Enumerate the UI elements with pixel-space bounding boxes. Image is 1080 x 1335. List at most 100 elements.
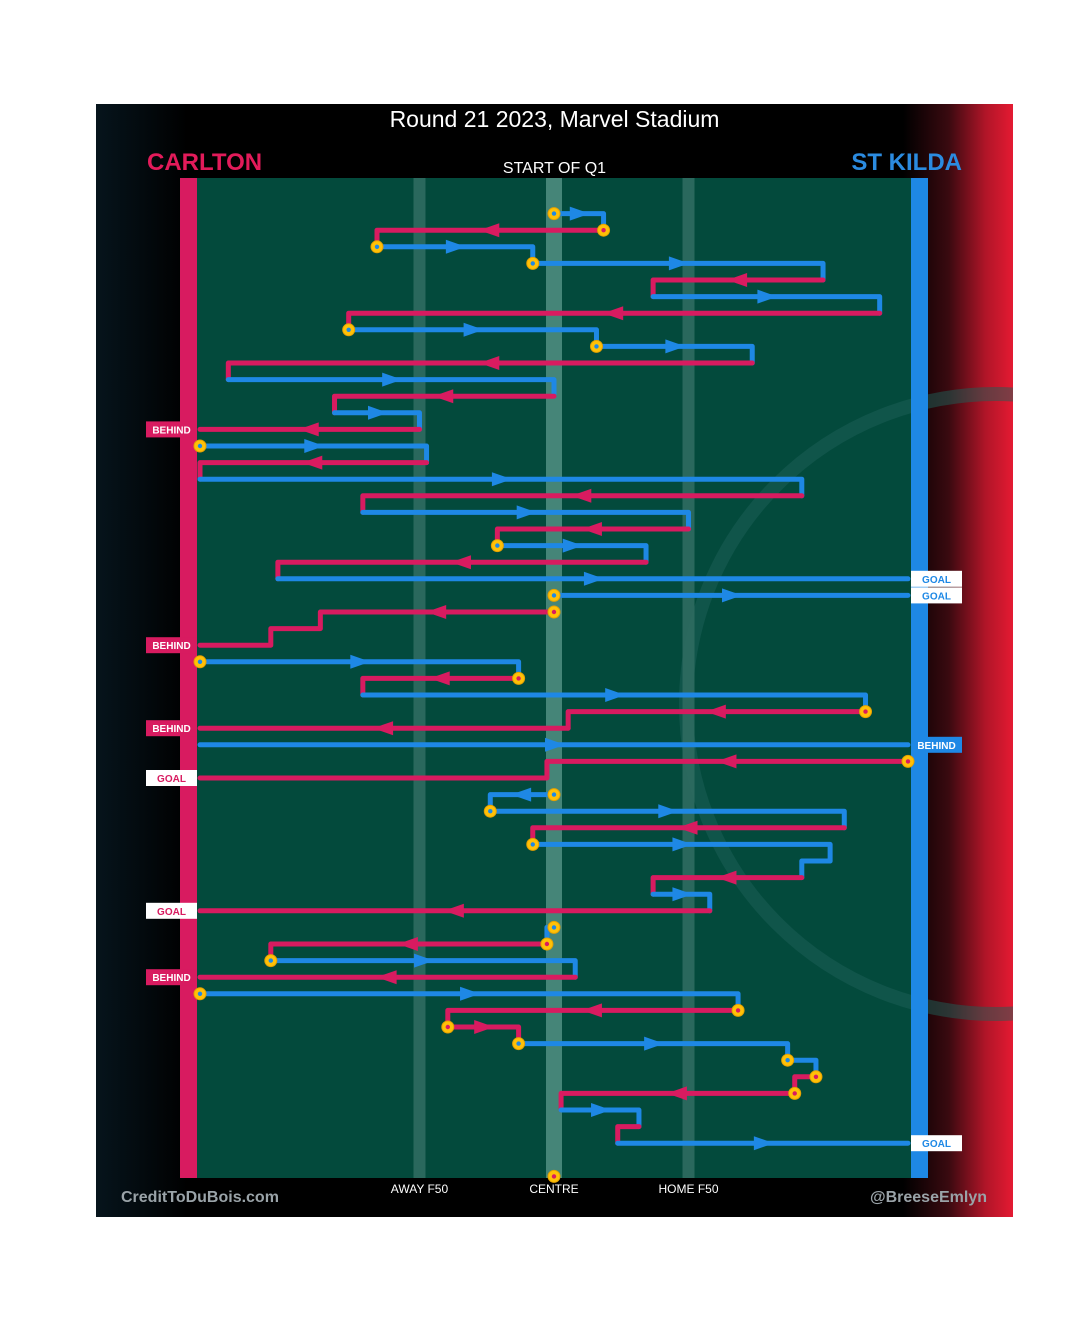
chain-arrow-18 [516,505,537,520]
chain-arrow-8 [665,339,686,354]
chain-arrow-17 [571,488,592,503]
chain-line-14 [197,443,430,466]
chain-arrow-46 [474,1020,495,1034]
score-label-22: GOAL [922,575,951,586]
chain-arrow-21 [450,555,471,570]
chain-arrow-37 [716,870,737,885]
chain-arrow-26 [429,671,450,686]
turnover-marker-dot-35 [530,842,535,847]
score-label-43: BEHIND [152,973,190,984]
carlton-goal-bar [180,178,197,1178]
score-badge-31 [146,770,197,786]
turnover-marker-dot-42 [268,958,273,963]
chain-line-37 [650,875,805,897]
chain-arrow-33 [658,804,679,819]
chain-line-28 [565,709,869,731]
turnover-marker-dot-48 [785,1058,790,1063]
chain-arrow-6 [603,306,624,321]
score-label-31: GOAL [157,774,186,785]
turnover-marker-dot-47 [516,1041,521,1046]
chain-arrow-12 [368,405,388,420]
chain-line-26 [360,675,522,698]
chain-line-24 [197,609,557,648]
chain-line-33 [487,808,847,831]
score-label-24: BEHIND [152,641,190,652]
start-label: START OF Q1 [502,160,607,177]
chain-line-16 [197,476,805,499]
chain-arrow-28 [705,704,726,719]
chain-arrow-47 [644,1036,665,1051]
chain-line-21 [275,559,649,582]
chain-line-38 [650,891,713,914]
turnover-marker-dot-44 [197,991,203,996]
chain-arrow-13 [298,422,319,437]
chain-line-3 [530,260,826,283]
chain-line-18 [360,509,692,532]
score-label-53: GOAL [922,1139,951,1150]
chain-arrow-38 [672,887,693,902]
turnover-marker-dot-0 [551,211,557,216]
chain-arrow-23 [722,588,742,603]
chain-arrow-31 [716,754,737,769]
score-badge-43 [146,969,197,986]
chain-arrow-19 [581,522,602,536]
turnover-marker-dot-20 [495,543,500,548]
chain-arrow-51 [591,1103,612,1117]
x-tick-label-0: AWAY F50 [391,1182,449,1196]
chain-line-50 [558,1090,798,1113]
chain-arrow-15 [302,455,323,470]
score-badge-30 [911,736,962,753]
turnover-marker-dot-24 [551,609,557,615]
chain-line-42 [268,958,578,980]
guide-line-2 [682,178,695,1178]
turnover-marker-dot-46 [445,1024,450,1030]
chain-line-5 [650,294,883,316]
chain-line-36 [799,858,833,881]
chain-line-35 [530,841,833,864]
chart-title: Round 21 2023, Marvel Stadium [389,106,720,132]
chain-line-4 [650,277,826,300]
score-badge-22 [911,570,962,587]
score-badge-29 [146,720,197,737]
score-label-39: GOAL [157,907,186,918]
x-tick-label-2: HOME F50 [659,1182,719,1196]
turnover-marker-dot-3 [530,261,535,266]
stkilda-goal-bar [911,178,928,1178]
chain-arrow-25 [350,654,371,669]
chain-arrow-4 [727,273,748,287]
turnover-marker-dot-45 [735,1008,741,1013]
turnover-marker-dot-2 [374,244,380,249]
turnover-marker-dot-41 [544,941,550,947]
score-badge-53 [911,1135,962,1152]
score-label-29: BEHIND [152,724,190,735]
chain-arrow-20 [562,538,583,553]
turnover-marker-dot-40 [551,925,557,930]
score-badge-23 [911,587,962,604]
chain-arrow-42 [414,953,435,968]
score-label-30: BEHIND [917,741,955,752]
chain-arrow-22 [583,571,604,586]
chain-arrow-43 [376,970,397,985]
turnover-marker-dot-50 [792,1091,797,1096]
chain-line-17 [360,493,805,515]
chain-arrow-30 [545,737,565,752]
turnover-marker-dot-14 [197,443,203,449]
chain-arrow-14 [304,439,325,453]
chain-arrow-44 [460,986,481,1001]
turnover-marker-dot-26 [516,676,521,681]
turnover-marker-dot-8 [594,344,599,349]
score-badge-24 [146,637,197,654]
team-right-label: ST KILDA [851,149,962,176]
chain-arrow-41 [397,937,418,951]
chain-arrow-10 [382,372,403,387]
score-label-13: BEHIND [152,425,190,436]
chain-arrow-27 [605,688,626,702]
chain-arrow-3 [668,256,689,271]
credit-left: CreditToDuBois.com [121,1189,279,1206]
chain-arrow-2 [445,239,466,254]
team-left-label: CARLTON [147,149,263,176]
chain-line-12 [332,410,422,432]
score-badge-39 [146,902,197,919]
chain-arrow-32 [511,787,532,802]
turnover-marker-dot-32 [551,792,557,797]
